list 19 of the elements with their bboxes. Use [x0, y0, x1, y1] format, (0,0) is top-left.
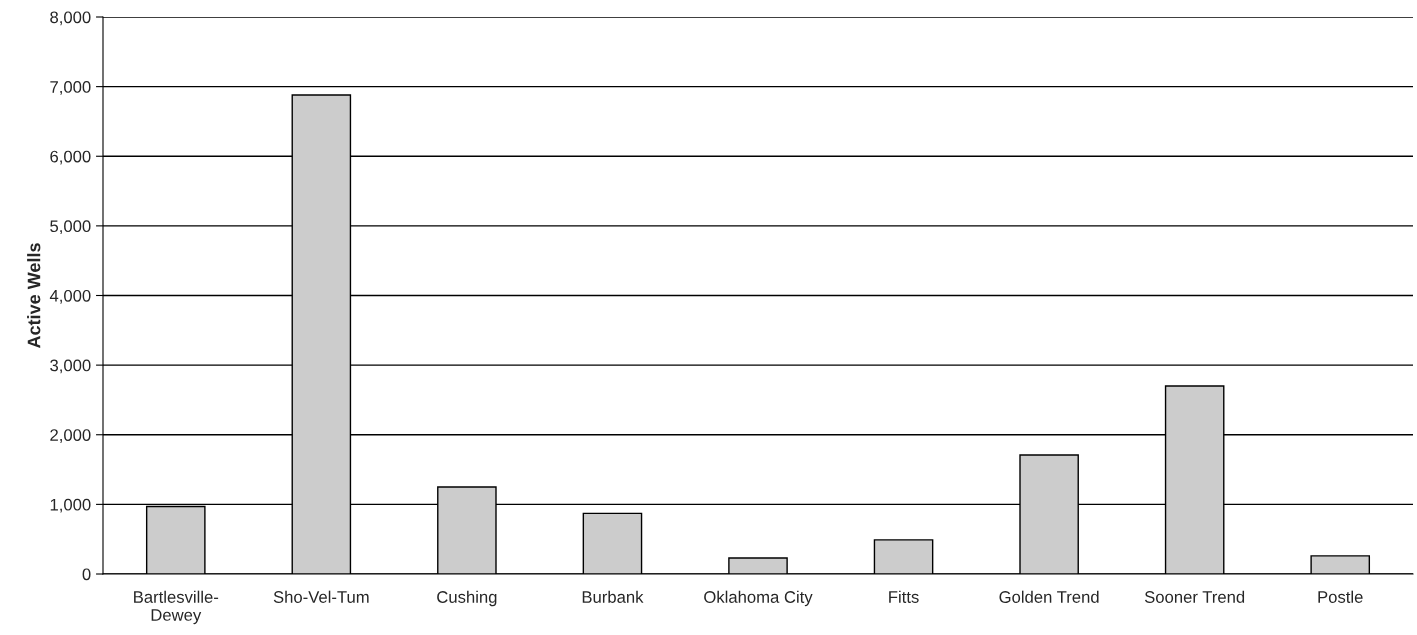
x-tick-label: Bartlesville- Dewey — [134, 590, 219, 625]
y-tick-label: 6,000 — [50, 150, 91, 165]
y-tick-label: 4,000 — [49, 289, 91, 304]
x-tick-label: Oklahoma City — [704, 590, 813, 607]
y-axis-title: Active Wells — [27, 243, 41, 349]
y-tick-label: 1,000 — [50, 498, 91, 513]
x-tick-label: Burbank — [582, 590, 644, 603]
y-tick-label: 7,000 — [50, 81, 91, 95]
x-tick-label: Sho-Vel-Tum — [273, 590, 369, 603]
y-tick-label: 8,000 — [50, 11, 91, 26]
x-tick-label: Golden Trend — [999, 590, 1099, 603]
y-tick-label: 5,000 — [50, 220, 91, 235]
x-tick-label: Fitts — [889, 590, 919, 603]
y-tick-label: 2,000 — [50, 429, 91, 443]
y-tick-label: 3,000 — [50, 359, 91, 374]
x-tick-label: Postle — [1318, 590, 1363, 603]
x-tick-label: Cushing — [437, 590, 497, 607]
x-tick-label: Sooner Trend — [1144, 590, 1245, 603]
y-tick-label: 0 — [82, 568, 91, 581]
